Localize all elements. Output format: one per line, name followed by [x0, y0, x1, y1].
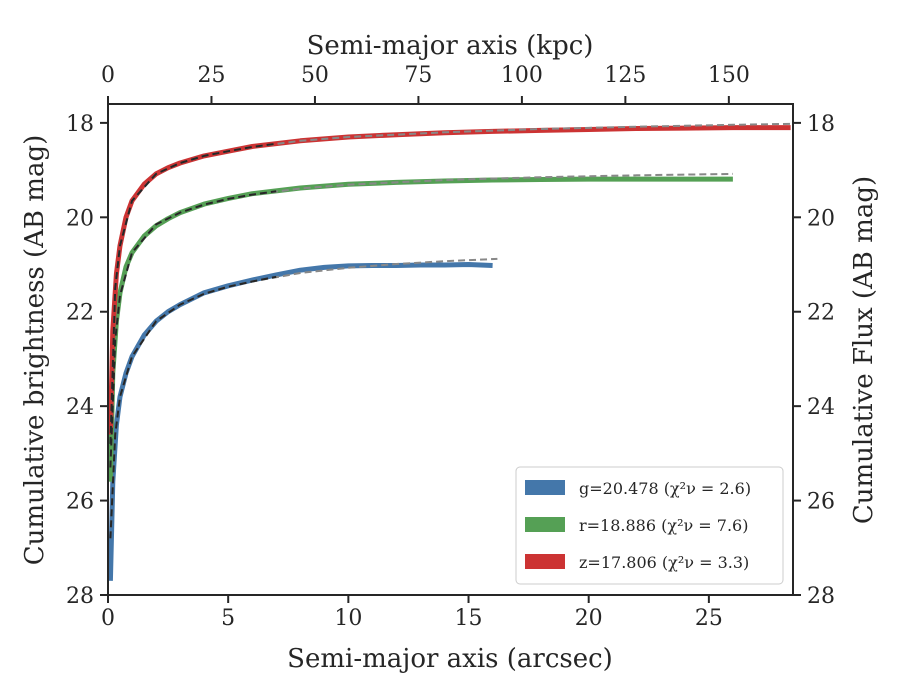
legend: g=20.478 (χ²ν = 2.6) r=18.886 (χ²ν = 7.6… — [515, 466, 784, 585]
legend-swatch-z — [525, 554, 565, 569]
top-x-axis-title: Semi-major axis (kpc) — [307, 31, 594, 61]
model-curves-layer — [109, 122, 794, 539]
top-x-tick-label: 50 — [301, 63, 329, 88]
top-x-tick-label: 0 — [101, 63, 115, 88]
legend-label-z: z=17.806 (χ²ν = 3.3) — [579, 553, 749, 572]
right-y-tick-label: 20 — [807, 206, 835, 231]
x-axis-title: Semi-major axis (arcsec) — [287, 644, 613, 674]
legend-label-g: g=20.478 (χ²ν = 2.6) — [579, 479, 751, 498]
y-tick-label: 24 — [66, 395, 94, 420]
x-tick-label: 20 — [575, 606, 603, 631]
x-tick-label: 5 — [221, 606, 235, 631]
right-y-axis-title: Cumulative Flux (AB mag) — [849, 176, 879, 524]
right-y-tick-label: 28 — [807, 584, 835, 609]
x-tick-label: 25 — [695, 606, 723, 631]
ticks-layer: 0 5 10 15 20 25 0 25 50 75 100 125 150 18 18 20 20 22 22 24… — [66, 63, 835, 631]
y-tick-label: 20 — [66, 206, 94, 231]
y-tick-label: 26 — [66, 490, 94, 515]
top-x-tick-label: 100 — [501, 63, 543, 88]
model-curve-4 — [109, 190, 277, 468]
right-y-tick-label: 22 — [807, 301, 835, 326]
x-tick-label: 10 — [334, 606, 362, 631]
model-curve-5 — [109, 142, 277, 444]
right-y-tick-label: 18 — [807, 112, 835, 137]
legend-box — [515, 466, 784, 585]
legend-label-r: r=18.886 (χ²ν = 7.6) — [579, 516, 748, 535]
top-x-tick-label: 75 — [404, 63, 432, 88]
legend-swatch-r — [525, 517, 565, 532]
top-x-tick-label: 25 — [197, 63, 225, 88]
top-x-tick-label: 150 — [708, 63, 750, 88]
y-axis-title: Cumulative brightness (AB mag) — [20, 135, 50, 566]
x-tick-label: 15 — [455, 606, 483, 631]
plot-frame — [107, 103, 794, 596]
model-curve-3 — [109, 275, 277, 539]
y-tick-label: 18 — [66, 112, 94, 137]
top-x-tick-label: 125 — [604, 63, 646, 88]
y-tick-label: 22 — [66, 301, 94, 326]
x-tick-label: 0 — [101, 606, 115, 631]
right-y-tick-label: 26 — [807, 490, 835, 515]
right-y-tick-label: 24 — [807, 395, 835, 420]
legend-swatch-g — [525, 480, 565, 495]
y-tick-label: 28 — [66, 584, 94, 609]
